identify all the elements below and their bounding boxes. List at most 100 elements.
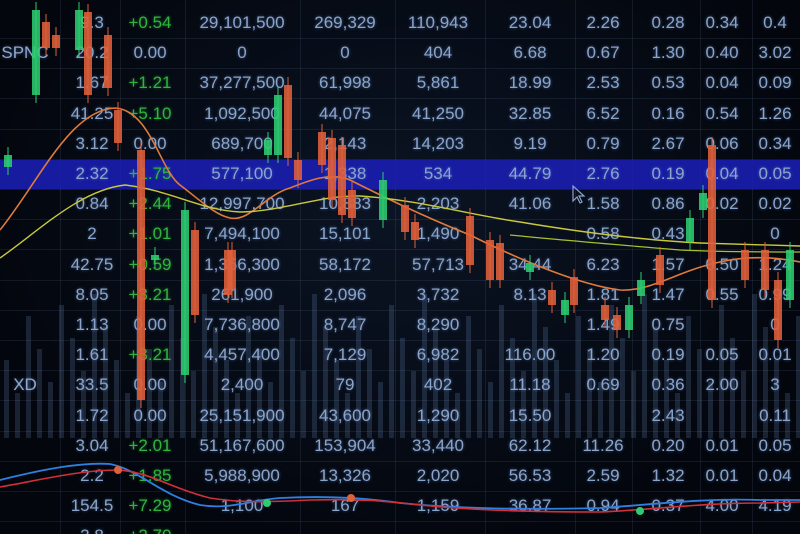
mouse-pointer-icon [572,184,586,204]
volume-bar [290,338,295,438]
grid-line-horizontal [0,38,800,39]
candle-down [496,243,504,280]
table-cell: 4,457,400 [204,345,280,365]
grid-line-vertical [632,0,633,534]
macd-blue-line [0,462,800,510]
volume-bar [257,349,262,438]
candle-down [656,255,664,285]
candle-up [561,300,569,315]
volume-bar [400,338,405,438]
candle-down [761,250,769,290]
table-cell: 0.00 [133,43,167,63]
candle-down [348,190,356,218]
candle-up [699,193,707,210]
table-cell: 5,861 [416,73,460,93]
table-cell: 0.28 [651,13,685,32]
table-cell: 0.05 [705,345,739,365]
table-cell: +7.29 [128,496,172,516]
table-cell: 3.12 [75,133,109,153]
volume-bar [158,382,163,438]
table-cell: 0.43 [651,224,685,244]
grid-line-horizontal [0,98,800,100]
table-cell: 25,151,900 [199,405,285,425]
table-cell: 2.53 [586,73,620,93]
table-cell: 0.04 [705,73,739,93]
candle-down [104,35,112,88]
volume-bar [499,305,504,438]
candle-down [84,12,92,95]
table-cell: 51,167,600 [199,435,285,455]
table-cell: 58,172 [319,254,371,274]
grid-line-horizontal [0,158,800,160]
table-cell: 0.01 [705,435,739,455]
table-cell: 2 [87,224,97,244]
volume-bar [81,371,86,438]
volume-bar [92,294,97,438]
table-cell: 32.85 [508,103,552,123]
table-cell: 15.50 [508,405,552,425]
table-cell: 79 [335,375,355,395]
table-cell: 6.68 [513,43,547,63]
volume-bar [521,371,526,438]
volume-bar [642,294,647,438]
table-cell: 0.36 [651,375,685,395]
table-cell: 269,329 [314,13,376,32]
volume-bar [15,393,20,438]
table-cell: 1.26 [758,103,792,123]
volume-bar [719,305,724,438]
table-cell: 3.04 [75,435,109,455]
grid-line-vertical [485,0,486,534]
volume-bar [301,371,306,438]
table-cell: 1.58 [586,194,620,214]
table-cell: 6,982 [416,345,460,365]
candle-down [318,132,326,165]
candle-down [137,150,145,400]
volume-bar [488,382,493,438]
table-cell: 0.54 [705,103,739,123]
volume-bar [444,360,449,438]
table-cell: 6.52 [586,103,620,123]
table-cell: 5,988,900 [204,466,280,485]
candle-up [686,218,694,242]
table-cell: 0.94 [586,496,620,516]
candle-up [32,10,40,95]
volume-bar [653,327,658,438]
volume-bar [686,316,691,438]
highlighted-row-band [0,160,800,189]
table-cell: 0.20 [651,435,685,455]
candle-down [466,216,474,265]
table-cell: 2.67 [651,133,685,153]
volume-bar [70,338,75,438]
table-cell: 0 [237,43,247,63]
grid-line-vertical [120,0,121,534]
candle-up [786,250,794,300]
candle-down [401,205,409,232]
volume-bar [664,360,669,438]
candle-down [228,250,236,290]
volume-bar [433,327,438,438]
table-cell: 29,101,500 [199,13,285,32]
table-cell: 1.20 [586,345,620,365]
candle-up [637,280,645,296]
table-cell: 8.05 [75,284,109,304]
candle-up [75,10,83,50]
table-cell: 0.53 [651,73,685,93]
volume-bar [796,316,800,438]
table-cell: 402 [423,375,453,395]
table-cell: 1.61 [75,345,109,365]
table-cell: 0.00 [133,133,167,153]
table-cell: 1,092,500 [204,103,280,123]
volume-bar [455,393,460,438]
table-cell: 0.01 [705,466,739,485]
volume-bar [543,327,548,438]
table-cell: 15,101 [319,224,371,244]
moving-average-yellow-2 [509,234,800,253]
grid-line-horizontal [0,430,800,432]
table-cell: 534 [423,164,453,183]
table-cell: 2.43 [651,405,685,425]
table-cell: 12,997,700 [199,194,285,214]
table-cell: 0.00 [133,405,167,425]
table-cell: 116.00 [504,345,556,365]
